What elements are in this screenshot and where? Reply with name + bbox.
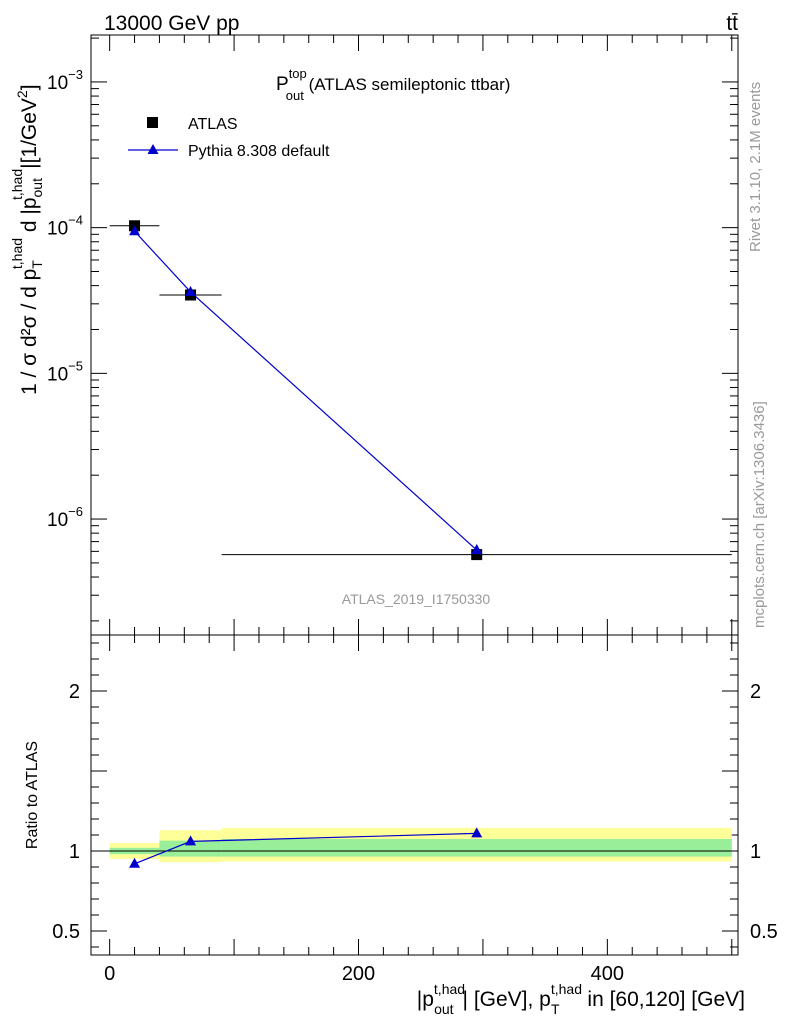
mcplots-label: mcplots.cern.ch [arXiv:1306.3436] [751, 401, 768, 628]
main-y-ticks: 10−3 10−4 10−5 10−6 [47, 37, 738, 622]
atlas-point [471, 549, 483, 561]
pythia-point [129, 225, 141, 236]
analysis-id-label: ATLAS_2019_I1750330 [342, 591, 491, 607]
process-label: tt̄ [726, 12, 738, 35]
main-y-axis-label: 1 / σ d²σ / d pTt,had d |poutt,had|[1/Ge… [9, 84, 45, 395]
main-y-tick-label: 10−3 [47, 67, 83, 94]
ratio-y-tick-label: 1 [69, 841, 80, 863]
ratio-pythia-point [129, 857, 141, 868]
main-series [109, 220, 732, 561]
ratio-panel-frame [90, 634, 739, 956]
ratio-y-tick-label-right: 1 [750, 841, 761, 863]
pythia-line [134, 230, 478, 551]
ratio-y-tick-label-right: 2 [750, 681, 761, 703]
ratio-y-tick-label: 0.5 [52, 921, 80, 943]
ratio-series [129, 827, 483, 868]
legend-pythia-label: Pythia 8.308 default [188, 143, 330, 160]
ratio-pythia-point [471, 827, 483, 838]
main-y-tick-label: 10−5 [47, 358, 83, 385]
ratio-y-axis-label: Ratio to ATLAS [24, 741, 41, 849]
x-axis-label: |pt,had out | [GeV], pt,had T in [60,120] [… [417, 981, 745, 1017]
x-tick-label: 200 [342, 963, 375, 985]
ratio-y-tick-label: 2 [69, 681, 80, 703]
ratio-pythia-point [185, 835, 197, 846]
pythia-point [185, 285, 197, 296]
x-ticks: 0 200 400 [104, 35, 733, 985]
legend-pythia-marker [147, 144, 159, 154]
rivet-version-label: Rivet 3.1.10, 2.1M events [747, 82, 764, 252]
energy-label: 13000 GeV pp [104, 12, 239, 35]
ratio-bands [109, 827, 732, 863]
ratio-band-inner [159, 840, 222, 857]
legend-atlas-label: ATLAS [188, 116, 238, 133]
ratio-band-inner [221, 839, 732, 857]
main-y-tick-label: 10−6 [47, 504, 83, 531]
main-y-tick-label: 10−4 [47, 213, 83, 240]
pythia-point [471, 544, 483, 555]
ratio-y-tick-label-right: 0.5 [750, 921, 778, 943]
legend: ATLAS Pythia 8.308 default [128, 116, 330, 160]
ratio-y-ticks: 2 2 1 1 0.5 0.5 [52, 642, 778, 948]
legend-atlas-marker [147, 117, 158, 128]
plot-title: Ptop out (ATLAS semileptonic ttbar) [276, 66, 510, 103]
x-tick-label: 0 [104, 963, 115, 985]
x-tick-label: 400 [591, 963, 624, 985]
